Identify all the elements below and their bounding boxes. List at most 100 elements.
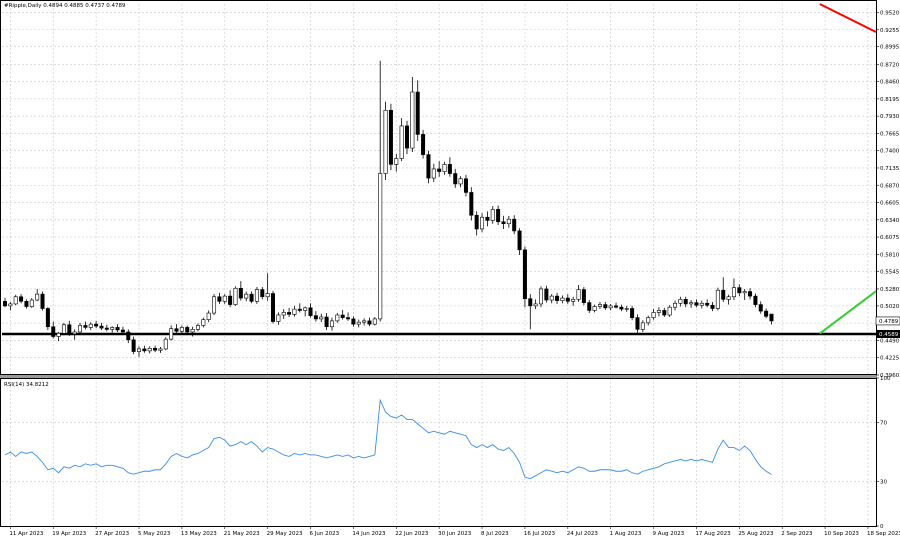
candle-bearish — [501, 221, 506, 225]
date-axis-label: 10 Sep 2023 — [824, 531, 859, 537]
candle-bearish — [115, 327, 120, 331]
candle-bearish — [453, 173, 458, 185]
candle-bullish — [480, 216, 485, 230]
candle-bullish — [292, 308, 297, 315]
candle-bullish — [265, 293, 270, 298]
candle-bullish — [672, 302, 677, 308]
date-axis-label: 13 May 2023 — [181, 531, 217, 537]
candle-bearish — [496, 209, 501, 223]
support-price-box — [876, 329, 900, 338]
candle-bearish — [635, 317, 640, 330]
candle-bearish — [346, 317, 351, 320]
candle-bearish — [753, 295, 758, 305]
main-axis-label: 0.8195 — [880, 97, 900, 103]
candle-bullish — [576, 289, 581, 300]
candle-bearish — [447, 164, 452, 174]
candle-bearish — [758, 304, 763, 312]
candle-bearish — [522, 249, 527, 300]
grid-layer — [2, 4, 876, 526]
date-axis-label: 30 Jun 2023 — [438, 531, 472, 537]
candle-bearish — [260, 289, 265, 298]
candle-bearish — [367, 320, 372, 325]
candle-bearish — [769, 313, 774, 322]
candle-bullish — [597, 304, 602, 307]
candle-bearish — [528, 298, 533, 307]
date-axis-label: 6 Jun 2023 — [310, 531, 340, 537]
main-axis-label: 0.8720 — [880, 63, 900, 69]
plot-layer — [2, 3, 877, 480]
main-axis-label: 0.9520 — [880, 10, 900, 16]
candle-bullish — [163, 338, 168, 350]
current-price-label: 0.4789 — [879, 319, 899, 325]
candle-bullish — [431, 168, 436, 179]
candle-bullish — [201, 319, 206, 326]
main-axis-label: 0.8460 — [880, 80, 900, 86]
candle-bullish — [254, 289, 259, 302]
candle-bearish — [737, 287, 742, 294]
candle-bullish — [592, 306, 597, 311]
main-axis-label: 0.5545 — [880, 270, 900, 276]
candle-bullish — [13, 296, 18, 305]
main-axis-label: 0.3960 — [880, 373, 900, 379]
candle-bearish — [437, 168, 442, 172]
candle-bullish — [29, 299, 34, 307]
candle-bearish — [463, 178, 468, 193]
candle-bullish — [233, 287, 238, 305]
candle-bullish — [372, 318, 377, 325]
date-axis-label: 22 Jun 2023 — [395, 531, 429, 537]
date-axis-label: 18 Sep 2023 — [867, 531, 900, 537]
candle-bearish — [705, 302, 710, 306]
candle-bearish — [142, 348, 147, 352]
candle-bullish — [394, 158, 399, 165]
candle-bullish — [506, 218, 511, 225]
rsi-line — [4, 398, 772, 480]
candle-bearish — [351, 318, 356, 325]
candle-bullish — [110, 327, 115, 330]
candle-bullish — [179, 327, 184, 332]
candle-bearish — [228, 295, 233, 305]
candle-bullish — [442, 164, 447, 172]
candle-bearish — [748, 291, 753, 297]
main-axis-label: 0.5810 — [880, 252, 900, 258]
candle-bullish — [319, 316, 324, 320]
main-axis-label: 0.4225 — [880, 356, 900, 362]
candle-bullish — [678, 299, 683, 304]
candle-bullish — [742, 291, 747, 294]
date-axis-label: 27 Apr 2023 — [95, 531, 130, 537]
candle-bullish — [147, 347, 152, 352]
candle-bearish — [174, 328, 179, 332]
candle-bullish — [667, 306, 672, 316]
candle-bearish — [404, 125, 409, 149]
candle-bullish — [281, 312, 286, 316]
date-axis-label: 16 Jul 2023 — [524, 531, 556, 537]
main-axis-label: 0.7665 — [880, 131, 900, 137]
candle-bearish — [126, 331, 131, 341]
candle-bullish — [651, 312, 656, 318]
candle-bearish — [603, 304, 608, 309]
candle-bearish — [469, 192, 474, 216]
candle-bullish — [335, 314, 340, 322]
candle-bullish — [731, 287, 736, 298]
date-axis-label: 17 Aug 2023 — [695, 531, 731, 537]
main-panel-border — [0, 0, 877, 375]
support-price-label: 0.4589 — [879, 332, 899, 338]
main-axis-label: 0.4490 — [880, 338, 900, 344]
candle-bearish — [40, 293, 45, 309]
candle-bullish — [35, 293, 40, 301]
candle-bearish — [721, 289, 726, 300]
candle-bullish — [137, 348, 142, 352]
candle-bearish — [581, 289, 586, 303]
candle-bearish — [67, 324, 72, 335]
candle-bullish — [490, 209, 495, 221]
candle-bearish — [630, 308, 635, 318]
candle-bullish — [158, 348, 163, 351]
candle-bearish — [45, 308, 50, 328]
candle-bearish — [388, 109, 393, 165]
candle-bullish — [640, 322, 645, 330]
candle-bearish — [308, 307, 313, 316]
date-axis-label: 29 May 2023 — [267, 531, 303, 537]
candle-bearish — [619, 306, 624, 310]
candle-bearish — [662, 310, 667, 316]
main-axis-label: 0.7400 — [880, 149, 900, 155]
